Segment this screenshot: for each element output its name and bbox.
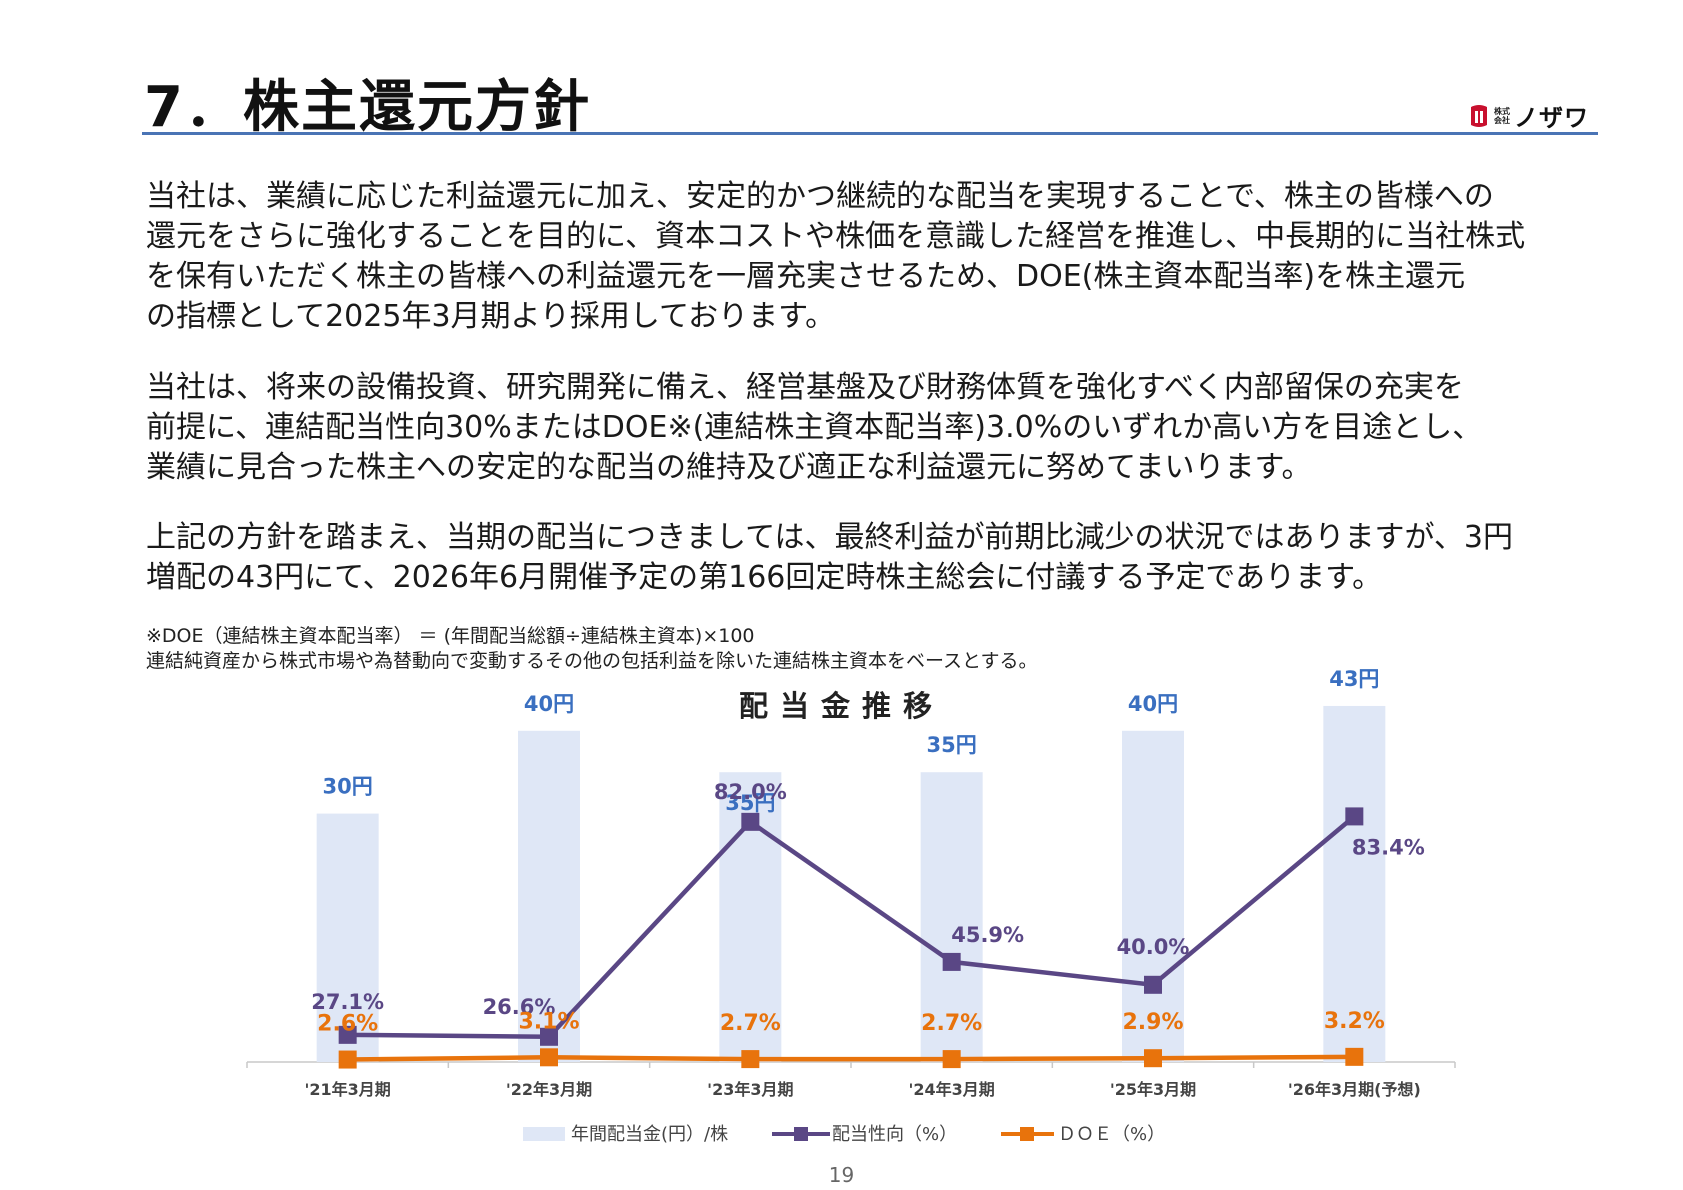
doe-line bbox=[347, 1054, 1355, 1062]
x-axis-category-label: '26年3月期(予想) bbox=[1288, 1080, 1421, 1099]
dividend-bar bbox=[316, 813, 379, 1062]
payout-ratio-label: 26.6% bbox=[483, 995, 556, 1019]
paragraph-policy: 当社は、将来の設備投資、研究開発に備え、経営基盤及び財務体質を強化すべく内部留保… bbox=[146, 368, 1482, 488]
payout-ratio-label: 82.0% bbox=[714, 780, 787, 804]
paragraph-line: 上記の方針を踏まえ、当期の配当につきましては、最終利益が前期比減少の状況ではあり… bbox=[146, 520, 1513, 555]
company-logo: 株式 会社 ノザワ bbox=[1468, 98, 1589, 133]
chart-title: 配当金推移 bbox=[738, 689, 944, 723]
title-divider bbox=[142, 132, 1598, 135]
dividend-bar-label: 43円 bbox=[1329, 667, 1379, 691]
payout-ratio-marker bbox=[540, 1027, 558, 1046]
logo-mark-icon bbox=[1471, 104, 1487, 127]
doe-label: 2.7% bbox=[720, 1011, 781, 1036]
paragraph-doe-adoption: 当社は、業績に応じた利益還元に加え、安定的かつ継続的な配当を実現することで、株主… bbox=[146, 177, 1525, 337]
dividend-bar-label: 30円 bbox=[323, 775, 373, 799]
paragraph-line: の指標として2025年3月期より採用しております。 bbox=[146, 299, 836, 334]
doe-label: 2.9% bbox=[1122, 1010, 1183, 1035]
x-axis-category-label: '25年3月期 bbox=[1110, 1080, 1196, 1099]
doe-marker bbox=[540, 1048, 558, 1067]
dividend-bar bbox=[1122, 730, 1184, 1062]
x-axis-category-label: '24年3月期 bbox=[909, 1080, 995, 1099]
dividend-bar-label: 40円 bbox=[524, 692, 574, 716]
payout-ratio-marker bbox=[338, 1025, 357, 1044]
legend-label-dividend: 年間配当金(円）/株 bbox=[571, 1124, 728, 1145]
paragraph-line: 還元をさらに強化することを目的に、資本コストや株価を意識した経営を推進し、中長期… bbox=[146, 219, 1526, 254]
dividend-bar-label: 35円 bbox=[927, 733, 977, 757]
footnote-doe-formula: ※DOE（連結株主資本配当率） ＝ (年間配当総額÷連結株主資本)×100 bbox=[146, 625, 755, 647]
doe-label: 3.2% bbox=[1324, 1009, 1385, 1034]
doe-marker bbox=[741, 1050, 760, 1069]
payout-ratio-label: 83.4% bbox=[1352, 835, 1425, 859]
paragraph-current-dividend: 上記の方針を踏まえ、当期の配当につきましては、最終利益が前期比減少の状況ではあり… bbox=[146, 518, 1513, 598]
x-axis-category-label: '22年3月期 bbox=[506, 1080, 592, 1099]
paragraph-line: 業績に見合った株主への安定的な配当の維持及び適正な利益還元に努めてまいります。 bbox=[146, 450, 1312, 485]
dividend-bar bbox=[518, 730, 580, 1062]
dividend-bar-label: 40円 bbox=[1128, 692, 1178, 716]
logo-company-type: 株式 会社 bbox=[1494, 107, 1510, 125]
paragraph-line: 前提に、連結配当性向30%またはDOE※(連結株主資本配当率)3.0%のいずれか… bbox=[146, 410, 1483, 445]
legend-label-payout: 配当性向（%） bbox=[832, 1124, 957, 1145]
footnote-equity-basis: 連結純資産から株式市場や為替動向で変動するその他の包括利益を除いた連結株主資本を… bbox=[146, 650, 1038, 672]
dividend-bar-label: 35円 bbox=[725, 791, 775, 815]
payout-ratio-label: 40.0% bbox=[1117, 935, 1190, 959]
logo-small-line-2: 会社 bbox=[1494, 115, 1510, 125]
doe-marker bbox=[1345, 1047, 1364, 1066]
payout-ratio-marker bbox=[741, 812, 760, 831]
legend-label-doe: ＤＯＥ（%） bbox=[1058, 1124, 1165, 1145]
dividend-bar bbox=[1323, 705, 1386, 1062]
legend-swatch-dividend bbox=[523, 1127, 565, 1141]
paragraph-line: を保有いただく株主の皆様への利益還元を一層充実させるため、DOE(株主資本配当率… bbox=[146, 259, 1466, 294]
payout-ratio-marker bbox=[942, 952, 961, 971]
payout-ratio-line bbox=[347, 814, 1356, 1040]
doe-marker bbox=[338, 1050, 357, 1069]
logo-small-line-1: 株式 bbox=[1494, 106, 1510, 116]
payout-ratio-label: 27.1% bbox=[311, 990, 384, 1014]
dividend-bar bbox=[920, 772, 983, 1062]
doe-marker bbox=[1144, 1049, 1162, 1068]
x-axis-category-label: '23年3月期 bbox=[707, 1080, 793, 1099]
payout-ratio-marker bbox=[1345, 807, 1364, 826]
legend-swatch-payout-marker bbox=[794, 1127, 808, 1141]
x-axis-category-label: '21年3月期 bbox=[305, 1080, 391, 1099]
legend-swatch-doe-marker bbox=[1020, 1127, 1034, 1141]
doe-label: 2.6% bbox=[317, 1012, 378, 1037]
page-title: 7．株主還元方針 bbox=[144, 75, 591, 140]
doe-label: 2.7% bbox=[921, 1011, 982, 1036]
paragraph-line: 当社は、業績に応じた利益還元に加え、安定的かつ継続的な配当を実現することで、株主… bbox=[146, 179, 1494, 214]
doe-marker bbox=[942, 1050, 961, 1069]
paragraph-line: 増配の43円にて、2026年6月開催予定の第166回定時株主総会に付議する予定で… bbox=[146, 560, 1383, 595]
doe-label: 3.1% bbox=[518, 1009, 579, 1034]
logo-name: ノザワ bbox=[1514, 104, 1589, 132]
payout-ratio-marker bbox=[1144, 975, 1162, 994]
page-number: 19 bbox=[828, 1163, 855, 1187]
payout-ratio-label: 45.9% bbox=[951, 923, 1024, 947]
paragraph-line: 当社は、将来の設備投資、研究開発に備え、経営基盤及び財務体質を強化すべく内部留保… bbox=[146, 370, 1464, 405]
